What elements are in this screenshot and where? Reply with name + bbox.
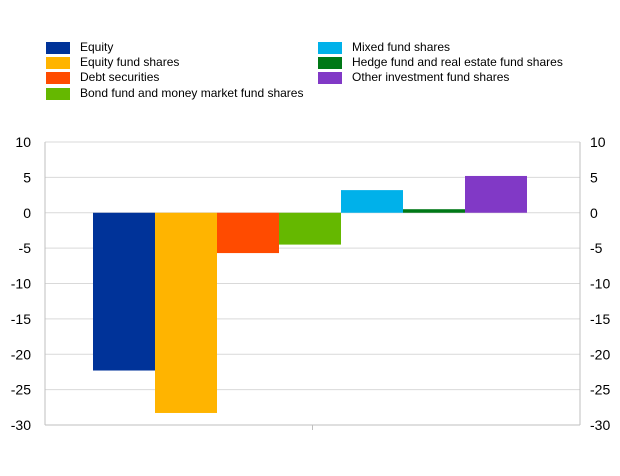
bar-bond-fund-and-money-market-fund-shares — [279, 212, 341, 245]
legend-swatch — [318, 72, 342, 84]
legend-swatch — [46, 57, 70, 69]
y-tick-label-right: 0 — [590, 205, 598, 221]
y-tick-label-left: -10 — [11, 276, 31, 292]
legend-swatch — [46, 72, 70, 84]
bars — [93, 175, 527, 413]
y-tick-label-left: 5 — [23, 169, 31, 185]
axes — [44, 142, 581, 430]
legend-swatch — [318, 42, 342, 54]
y-tick-label-right: -30 — [590, 417, 610, 433]
legend-label: Mixed fund shares — [352, 40, 451, 54]
y-tick-label-right: 10 — [590, 134, 606, 150]
y-tick-label-left: -20 — [11, 346, 31, 362]
y-tick-label-right: -25 — [590, 382, 610, 398]
bar-mixed-fund-shares — [341, 190, 403, 213]
legend-label: Other investment fund shares — [352, 70, 510, 84]
y-tick-label-left: 10 — [15, 134, 31, 150]
legend-label: Bond fund and money market fund shares — [80, 86, 304, 100]
y-tick-label-right: -20 — [590, 346, 610, 362]
y-tick-label-left: 0 — [23, 205, 31, 221]
y-tick-label-left: -15 — [11, 311, 31, 327]
legend-label: Equity — [80, 40, 114, 54]
legend-label: Hedge fund and real estate fund shares — [352, 55, 563, 69]
y-tick-label-right: -15 — [590, 311, 610, 327]
y-tick-label-right: 5 — [590, 169, 598, 185]
legend-label: Equity fund shares — [80, 55, 180, 69]
legend-swatch — [46, 42, 70, 54]
legend-swatch — [318, 57, 342, 69]
y-axis-right-ticks: 10 5 0 -5 -10 -15 -20 -25 -30 — [590, 134, 610, 433]
bar-equity — [93, 212, 155, 371]
bar-hedge-fund-and-real-estate-fund-shares — [403, 209, 465, 213]
y-tick-label-left: -25 — [11, 382, 31, 398]
bar-debt-securities — [217, 212, 279, 254]
bar-other-investment-fund-shares — [465, 175, 527, 213]
bar-equity-fund-shares — [155, 212, 217, 413]
legend-swatch — [46, 88, 70, 100]
y-tick-label-left: -5 — [19, 240, 32, 256]
y-tick-label-left: -30 — [11, 417, 31, 433]
legend-label: Debt securities — [80, 70, 160, 84]
y-tick-label-right: -5 — [590, 240, 603, 256]
y-tick-label-right: -10 — [590, 276, 610, 292]
y-axis-left-ticks: 10 5 0 -5 -10 -15 -20 -25 -30 — [11, 134, 31, 433]
